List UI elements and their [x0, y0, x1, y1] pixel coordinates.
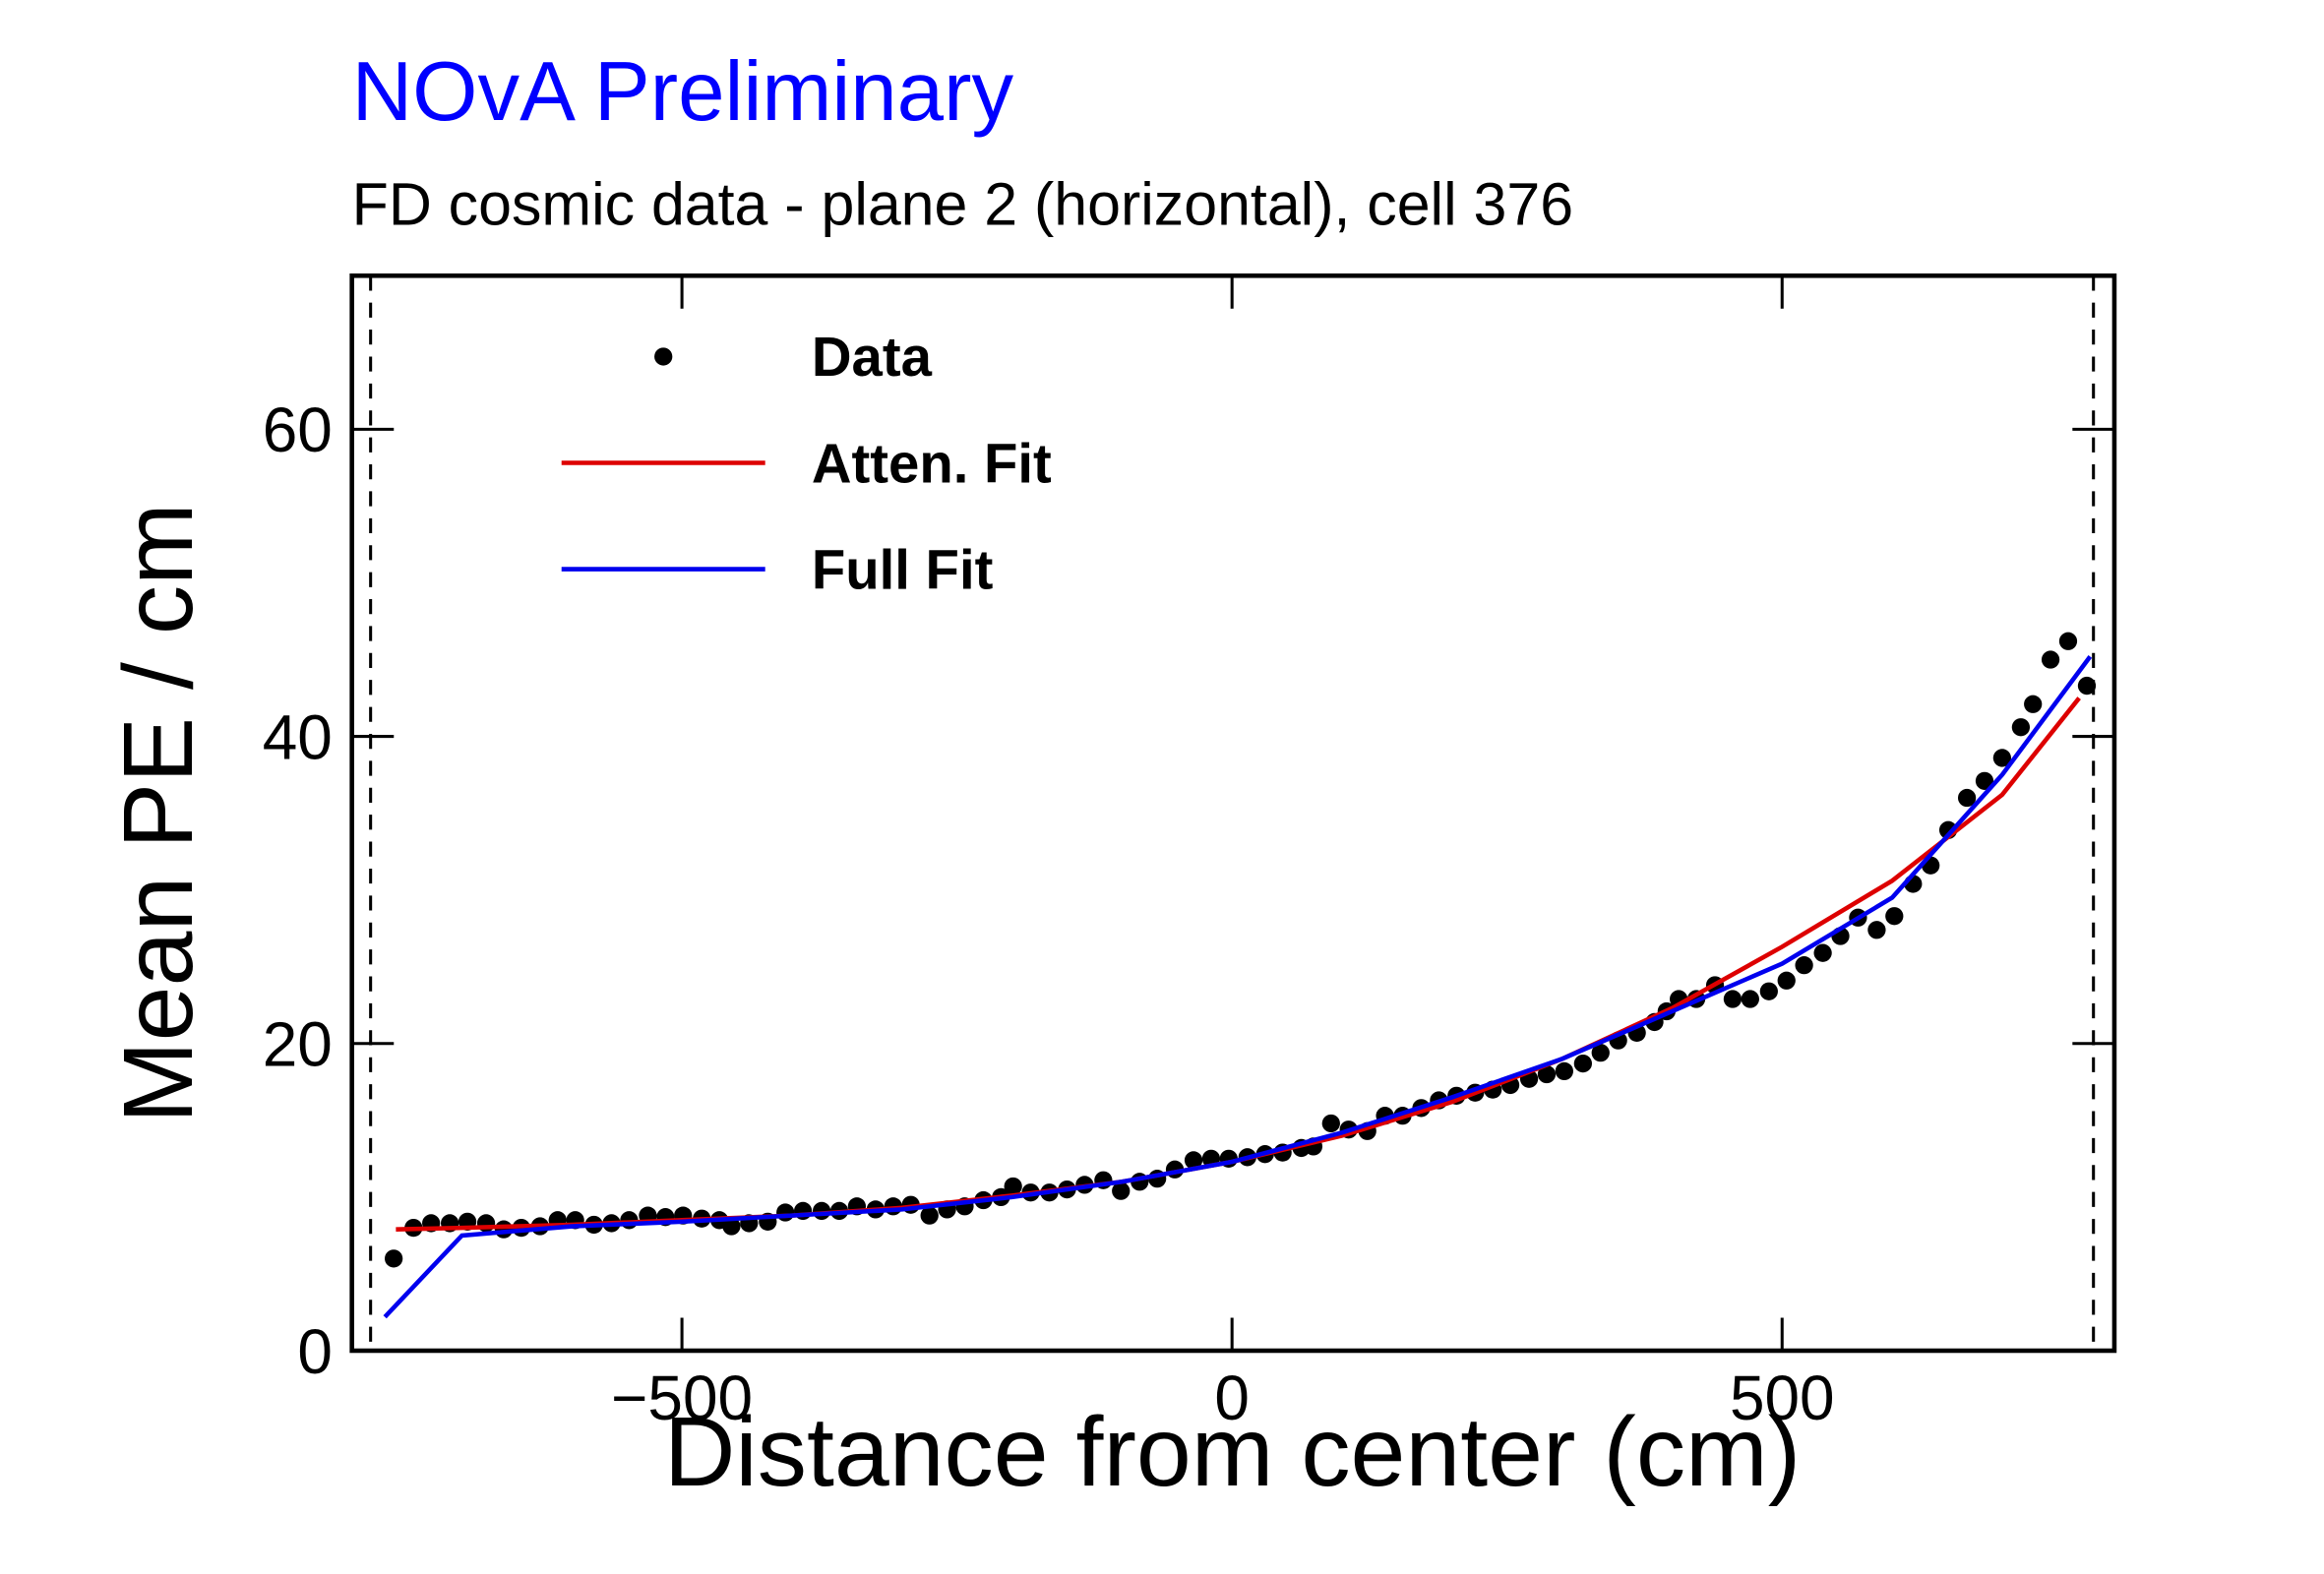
fit-line: [383, 655, 2093, 1319]
data-point: [1759, 982, 1778, 1000]
x-axis-label: Distance from center (cm): [664, 1397, 1801, 1507]
y-tick-label: 40: [263, 701, 333, 772]
data-point: [1741, 990, 1759, 1008]
legend-label: Full Fit: [812, 538, 994, 600]
data-point: [1957, 788, 1977, 808]
plot-frame: [349, 272, 2117, 1354]
data-point: [1004, 1177, 1022, 1196]
legend-marker: [654, 347, 673, 366]
data-point: [1992, 749, 2012, 767]
chart-subtitle: FD cosmic data - plane 2 (horizontal), c…: [352, 171, 1573, 238]
data-point: [920, 1206, 939, 1225]
data-point: [1795, 956, 1813, 975]
x-tick-label: 0: [1214, 1362, 1250, 1433]
data-point: [1777, 971, 1796, 990]
data-point: [1591, 1044, 1610, 1062]
data-point: [2058, 632, 2078, 650]
data-point: [1975, 771, 1994, 790]
x-tick-label: −500: [611, 1362, 753, 1433]
legend-label: Atten. Fit: [812, 432, 1052, 494]
data-point: [776, 1203, 795, 1222]
data-point: [1867, 921, 1886, 939]
x-tick-label: 500: [1730, 1362, 1835, 1433]
y-tick-label: 60: [263, 394, 333, 465]
y-tick-label: 20: [263, 1009, 333, 1080]
data-point: [1321, 1114, 1340, 1133]
data-point: [385, 1249, 403, 1268]
y-axis-label: Mean PE / cm: [103, 503, 214, 1123]
data-point: [1573, 1054, 1592, 1073]
data-point: [2077, 676, 2097, 696]
data-point: [1537, 1064, 1557, 1084]
data-point: [1112, 1181, 1131, 1200]
data-point: [2011, 718, 2031, 737]
data-point: [722, 1217, 741, 1236]
data-point: [1184, 1151, 1203, 1170]
legend-label: Data: [812, 326, 933, 388]
y-tick-label: 0: [297, 1316, 333, 1387]
data-point: [2024, 695, 2043, 713]
data-point: [1813, 943, 1832, 962]
chart-title: NOvA Preliminary: [352, 45, 1014, 139]
data-point: [1885, 907, 1904, 926]
data-point: [1555, 1061, 1573, 1081]
data-point: [1723, 990, 1743, 1008]
data-point: [2041, 650, 2060, 669]
